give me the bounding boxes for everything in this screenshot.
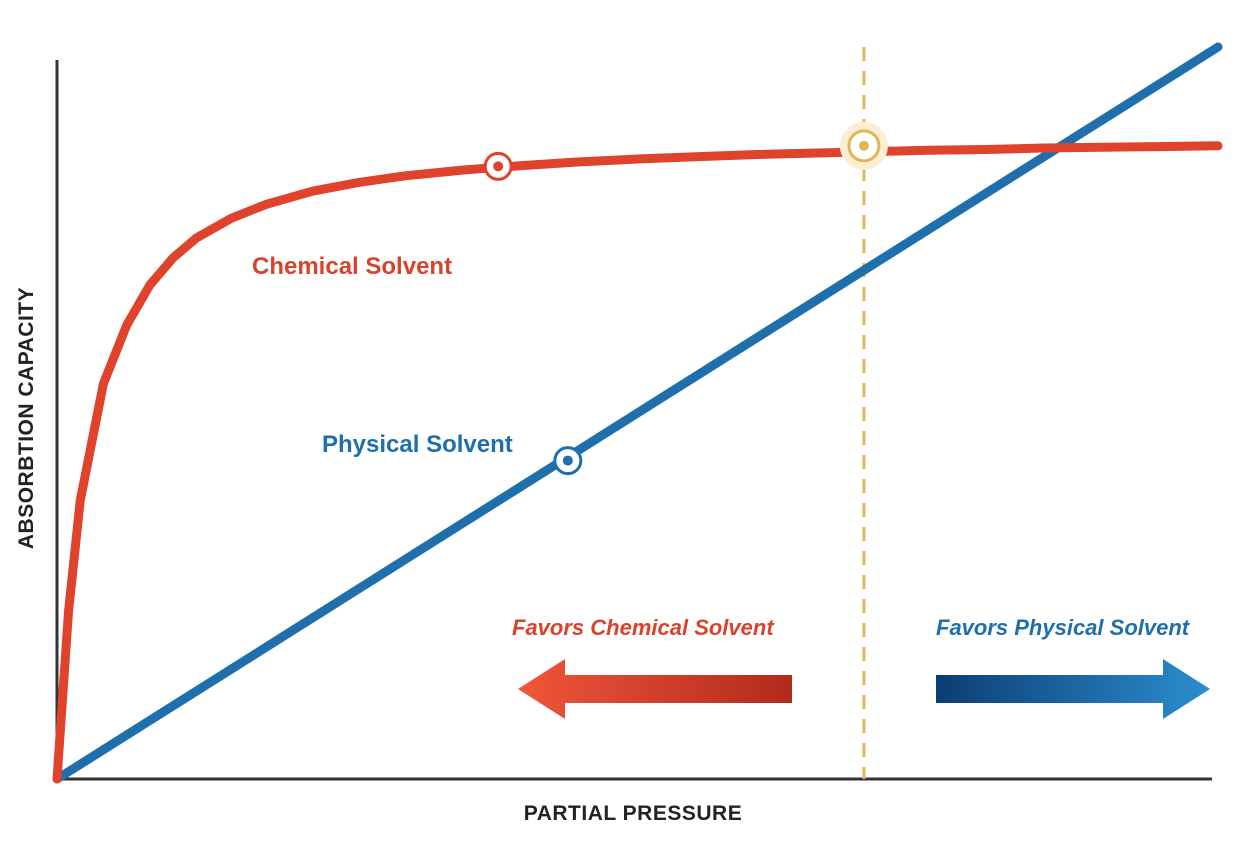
chemical-marker-dot <box>493 161 504 172</box>
favors-physical-label: Favors Physical Solvent <box>936 615 1191 640</box>
y-axis-title: ABSORBTION CAPACITY <box>15 287 38 549</box>
physical-solvent-marker <box>553 446 583 476</box>
crossover-marker <box>839 121 888 170</box>
crossover-dot <box>858 140 869 151</box>
physical-marker-dot <box>562 455 573 466</box>
series-line-physical-solvent <box>52 42 1223 784</box>
arrow-left-icon <box>518 659 792 719</box>
chemical-solvent-marker <box>483 151 513 181</box>
favors-chemical-label: Favors Chemical Solvent <box>512 615 775 640</box>
series-line-chemical-solvent <box>52 141 1223 784</box>
series-label-physical-solvent: Physical Solvent <box>322 431 513 458</box>
arrow-right-icon <box>936 659 1210 719</box>
x-axis-title: PARTIAL PRESSURE <box>524 802 742 825</box>
series-label-chemical-solvent: Chemical Solvent <box>252 253 452 280</box>
